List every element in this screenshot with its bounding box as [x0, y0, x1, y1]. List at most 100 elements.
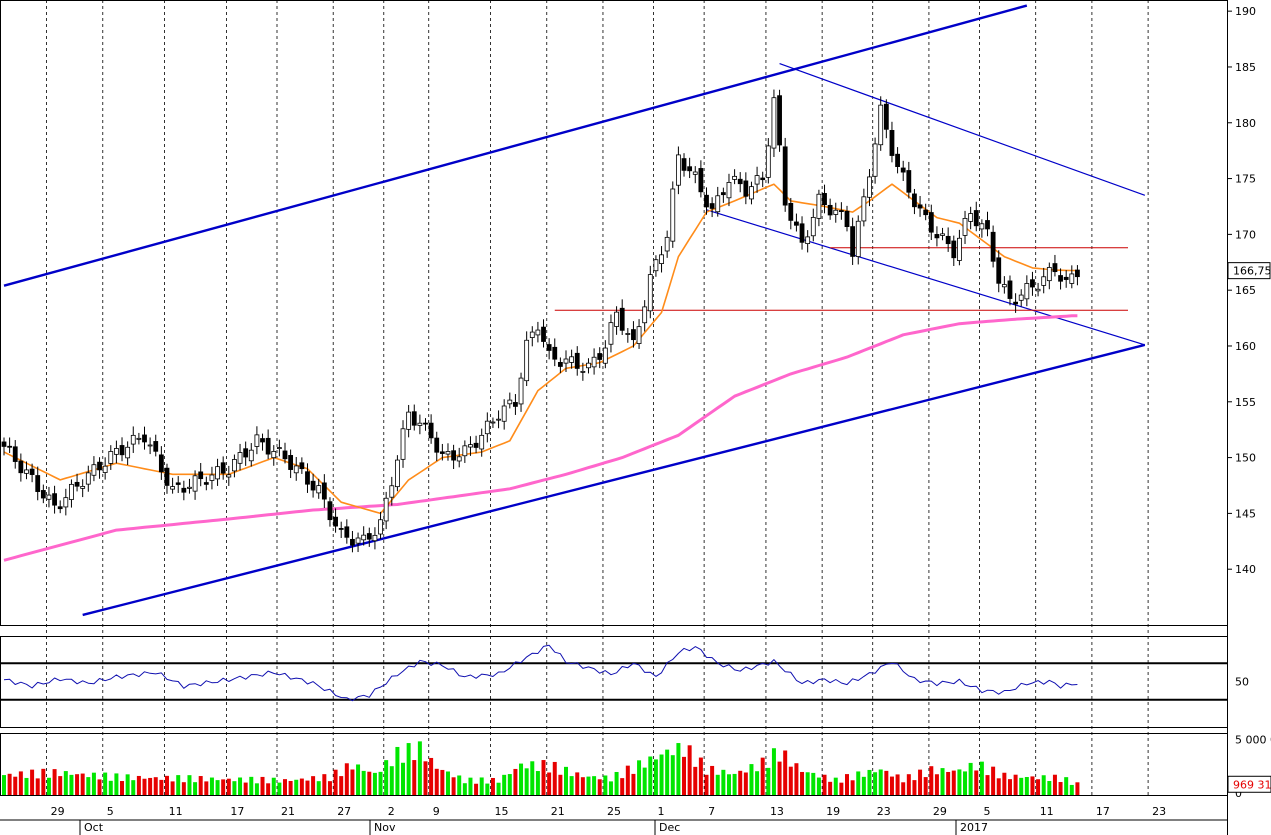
candle-body: [990, 231, 996, 262]
candle-body: [125, 446, 131, 459]
volume-bar: [181, 782, 186, 795]
candle: [164, 463, 170, 494]
candle-body: [24, 469, 29, 474]
volume-bar: [7, 773, 12, 795]
candle: [889, 121, 895, 163]
volume-bar: [327, 781, 332, 795]
candle: [557, 357, 563, 374]
candle-body: [378, 519, 383, 535]
candle: [574, 346, 580, 376]
volume-bar: [462, 783, 467, 795]
candle-body: [557, 362, 563, 367]
volume-bar: [142, 778, 147, 795]
volume-bar: [889, 776, 894, 795]
candle: [659, 246, 664, 273]
volume-bar: [1058, 782, 1063, 795]
volume-bar: [153, 777, 158, 795]
candle-body: [720, 192, 726, 196]
gridlines: [46, 0, 1149, 795]
volume-bar: [221, 779, 226, 795]
candle: [394, 455, 400, 492]
candle: [198, 462, 204, 487]
volume-bar: [226, 778, 231, 795]
candle: [867, 169, 872, 207]
candle-body: [1041, 276, 1047, 286]
candle: [788, 197, 794, 230]
candle-body: [136, 437, 142, 440]
candle-body: [883, 103, 889, 130]
volume-bar: [468, 777, 473, 795]
candle: [771, 89, 777, 157]
candle: [63, 488, 69, 516]
candle: [383, 491, 389, 530]
candle: [1, 437, 7, 456]
candle: [254, 426, 260, 455]
candle-body: [822, 193, 827, 206]
candle: [80, 479, 86, 498]
volume-bar: [704, 774, 709, 795]
candle-body: [636, 326, 642, 344]
candle: [338, 521, 344, 538]
trendline-lower-channel: [82, 343, 1146, 617]
volume-bar: [271, 777, 276, 795]
volume-bar: [963, 771, 968, 795]
candle-body: [479, 434, 485, 450]
candle: [883, 99, 889, 139]
volume-bar: [103, 772, 108, 795]
candle: [962, 210, 968, 244]
candle-body: [872, 143, 878, 177]
candle-body: [198, 471, 204, 480]
volume-bar: [766, 767, 771, 795]
candle-body: [687, 166, 693, 172]
volume-bar: [91, 772, 96, 795]
candle-body: [52, 493, 57, 506]
candle-body: [979, 223, 985, 230]
volume-bar: [176, 775, 181, 795]
candle-body: [681, 158, 687, 171]
candle-body: [1069, 273, 1075, 284]
candle: [490, 417, 496, 428]
volume-bar: [333, 769, 338, 795]
candle: [1041, 267, 1047, 294]
candle: [546, 338, 552, 360]
candle-body: [305, 471, 310, 485]
candle-body: [574, 352, 580, 369]
volume-bar: [445, 771, 450, 795]
short-moving-average-line: [3, 183, 1078, 515]
candle: [760, 171, 766, 188]
candle-body: [580, 370, 586, 373]
candle-body: [142, 434, 147, 443]
candle: [827, 198, 833, 220]
candle: [153, 434, 159, 457]
candle: [614, 306, 619, 335]
volume-bar: [198, 776, 203, 795]
candle: [18, 453, 24, 482]
volume-bar: [856, 771, 861, 795]
candle-body: [57, 506, 63, 510]
candle-body: [968, 213, 974, 222]
volume-bar: [637, 760, 642, 795]
candle-body: [810, 216, 816, 237]
date-tick-label: 21: [281, 805, 295, 818]
candle: [698, 160, 704, 198]
candle-body: [265, 437, 271, 455]
date-tick-label: 19: [826, 805, 840, 818]
candle-body: [29, 468, 35, 475]
candle-body: [232, 459, 237, 472]
candle: [749, 181, 754, 205]
candle-body: [411, 411, 417, 426]
candle-body: [771, 97, 777, 149]
candle-body: [1058, 275, 1063, 282]
candle: [619, 299, 625, 336]
volume-bar: [715, 774, 720, 795]
candle-body: [647, 274, 653, 312]
candle: [220, 456, 226, 480]
candle-body: [794, 221, 799, 226]
candle-body: [484, 420, 490, 435]
candle-body: [996, 257, 1002, 284]
candle: [816, 189, 822, 227]
candle: [535, 321, 541, 343]
candle: [282, 442, 288, 464]
candle-body: [108, 451, 114, 464]
